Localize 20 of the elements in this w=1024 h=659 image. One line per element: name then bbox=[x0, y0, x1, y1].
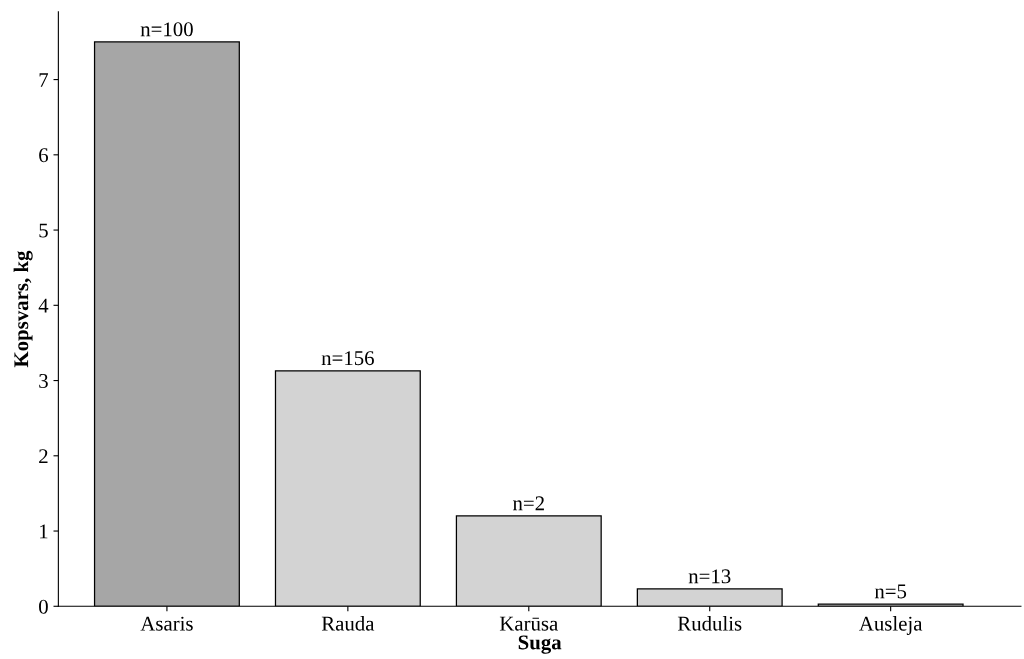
x-tick-label: Asaris bbox=[140, 616, 193, 631]
x-tick-label: Karūsa bbox=[499, 616, 559, 631]
y-tick-label: 7 bbox=[39, 73, 49, 87]
annotation: n=156 bbox=[321, 351, 374, 366]
y-tick-label: 5 bbox=[39, 223, 48, 238]
y-tick-label: 3 bbox=[39, 373, 48, 388]
x-axis-title: Suga bbox=[518, 635, 562, 654]
y-tick-label: 4 bbox=[38, 298, 49, 313]
annotation: n=13 bbox=[688, 569, 731, 584]
x-tick-label: Rudulis bbox=[677, 616, 742, 631]
y-tick-label: 1 bbox=[40, 524, 48, 539]
x-tick-label: Ausleja bbox=[859, 616, 923, 635]
x-tick-label: Rauda bbox=[321, 616, 375, 631]
annotation: n=5 bbox=[874, 584, 907, 599]
y-tick-label: 0 bbox=[39, 599, 48, 614]
y-tick-label: 6 bbox=[39, 148, 49, 163]
y-tick-label: 2 bbox=[39, 449, 48, 464]
y-axis-title: Kopsvars, kg bbox=[13, 250, 33, 368]
annotation: n=2 bbox=[512, 496, 544, 511]
annotation: n=100 bbox=[140, 22, 193, 37]
